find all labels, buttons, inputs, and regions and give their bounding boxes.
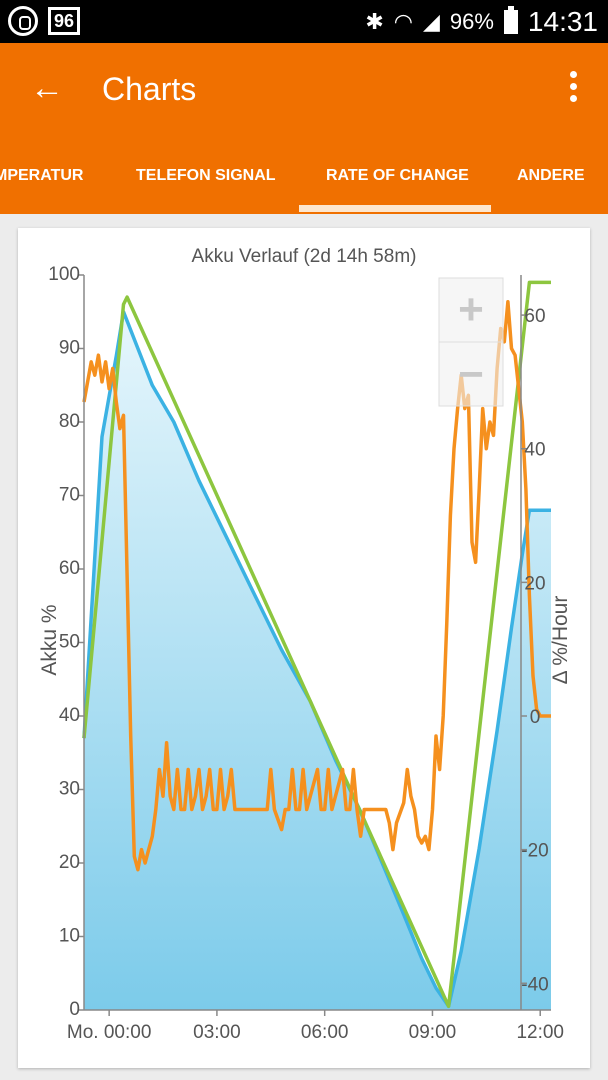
- y-right-tick-label: 40: [524, 440, 545, 461]
- tab-andere[interactable]: ANDERE: [517, 167, 585, 184]
- y-left-tick-label: 10: [59, 926, 80, 947]
- y-left-tick-label: 30: [59, 779, 80, 800]
- tab-temperatur[interactable]: MPERATUR: [0, 167, 84, 184]
- y-right-tick-label: -40: [521, 974, 548, 995]
- badge-icon: 96: [48, 7, 80, 35]
- x-tick-label: Mo. 00:00: [67, 1022, 152, 1043]
- tab-bar: MPERATUR TELEFON SIGNAL RATE OF CHANGE A…: [0, 137, 608, 214]
- x-tick-label: 09:00: [409, 1022, 457, 1043]
- chart-title: Akku Verlauf (2d 14h 58m): [191, 246, 417, 267]
- y-right-tick-label: 60: [524, 306, 545, 327]
- battery-chart[interactable]: 0 10 20 30 40 50 60 70 80 90 100 -40 -20 0 20 40 60 Mo. 0…: [18, 228, 590, 1068]
- x-tick-label: 12:00: [516, 1022, 564, 1043]
- series-line-1: [82, 280, 551, 1009]
- app-bar: ← Charts: [0, 43, 608, 137]
- bluetooth-icon: ✱: [365, 9, 384, 34]
- zoom-in-icon: +: [458, 285, 484, 334]
- battery-icon: [503, 6, 518, 34]
- signal-icon: ◢: [422, 9, 440, 34]
- y-left-tick-label: 0: [69, 999, 80, 1020]
- clock: 14:31: [527, 6, 598, 37]
- y-left-tick-label: 40: [59, 705, 80, 726]
- overflow-menu-icon[interactable]: [568, 71, 578, 102]
- y-right-tick-label: -20: [521, 841, 548, 862]
- zoom-out-button[interactable]: [438, 341, 504, 407]
- tab-indicator: [299, 205, 491, 212]
- y-right-tick-label: 20: [524, 573, 545, 594]
- y-left-tick-label: 20: [59, 852, 80, 873]
- y-left-tick-label: 100: [48, 264, 80, 285]
- zoom-in-button[interactable]: [438, 277, 504, 343]
- series-line-2: [82, 299, 551, 872]
- x-tick-label: 06:00: [301, 1022, 349, 1043]
- page-title: Charts: [102, 71, 197, 107]
- tab-rate-of-change[interactable]: RATE OF CHANGE: [326, 167, 469, 184]
- x-tick-label: 03:00: [193, 1022, 241, 1043]
- tab-telefon-signal[interactable]: TELEFON SIGNAL: [136, 167, 276, 184]
- whatsapp-icon: [8, 6, 38, 36]
- chart-card: Akku Verlauf (2d 14h 58m) 0 10 20 30 40 50 60 7…: [18, 228, 590, 1068]
- y-left-tick-label: 50: [59, 632, 80, 653]
- y-left-tick-label: 90: [59, 338, 80, 359]
- status-bar: 96 ✱ ◠ ◢ 96% 14:31: [0, 0, 608, 43]
- y-left-tick-label: 80: [59, 411, 80, 432]
- back-arrow-icon[interactable]: ←: [30, 69, 64, 107]
- zoom-out-icon: −: [458, 350, 484, 399]
- y-left-tick-label: 70: [59, 485, 80, 506]
- wifi-icon: ◠: [393, 9, 413, 34]
- y-left-tick-label: 60: [59, 558, 80, 579]
- battery-percent: 96%: [449, 9, 494, 34]
- y-left-label: Akku %: [38, 604, 61, 675]
- y-right-tick-label: 0: [530, 707, 541, 728]
- badge-text: 96: [53, 10, 75, 31]
- y-right-label: Δ %/Hour: [549, 596, 572, 685]
